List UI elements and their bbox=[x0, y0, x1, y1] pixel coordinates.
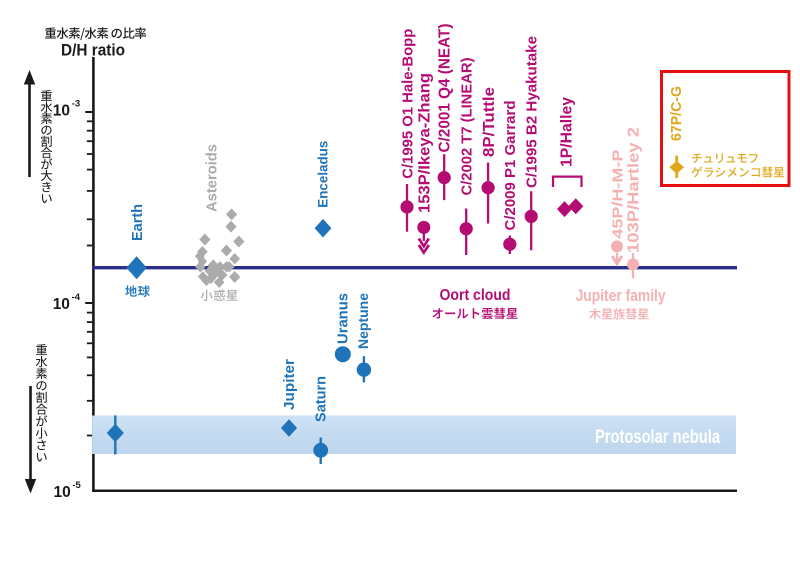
svg-text:D/H ratio: D/H ratio bbox=[61, 41, 125, 60]
svg-text:Enceladus: Enceladus bbox=[314, 140, 330, 207]
svg-text:Jupiter: Jupiter bbox=[281, 359, 298, 410]
svg-text:10: 10 bbox=[54, 484, 71, 501]
svg-text:C/2002 T7 (LINEAR): C/2002 T7 (LINEAR) bbox=[459, 58, 476, 196]
svg-text:45P/H-M-P: 45P/H-M-P bbox=[609, 150, 626, 239]
svg-text:1P/Halley: 1P/Halley bbox=[559, 97, 576, 167]
svg-text:C/1995 O1 Hale-Bopp: C/1995 O1 Hale-Bopp bbox=[399, 29, 416, 179]
svg-text:Asteroids: Asteroids bbox=[204, 144, 221, 212]
svg-text:103P/Hartley 2: 103P/Hartley 2 bbox=[626, 127, 643, 253]
svg-text:-3: -3 bbox=[72, 99, 80, 110]
svg-text:Uranus: Uranus bbox=[335, 293, 352, 344]
svg-text:-5: -5 bbox=[72, 480, 81, 491]
svg-text:153P/Ikeya-Zhang: 153P/Ikeya-Zhang bbox=[417, 73, 434, 213]
svg-text:Jupiter family: Jupiter family bbox=[576, 286, 666, 305]
svg-text:C/2001 Q4 (NEAT): C/2001 Q4 (NEAT) bbox=[437, 24, 454, 153]
svg-text:-4: -4 bbox=[72, 292, 81, 303]
svg-text:C/1995 B2 Hyakutake: C/1995 B2 Hyakutake bbox=[524, 36, 541, 188]
svg-text:10: 10 bbox=[53, 103, 70, 120]
svg-text:8P/Tuttle: 8P/Tuttle bbox=[481, 87, 498, 157]
svg-text:Protosolar nebula: Protosolar nebula bbox=[595, 427, 720, 448]
svg-text:Neptune: Neptune bbox=[355, 293, 371, 349]
svg-text:Earth: Earth bbox=[130, 204, 146, 241]
svg-text:10: 10 bbox=[53, 296, 70, 313]
svg-text:Saturn: Saturn bbox=[314, 376, 330, 422]
svg-text:67P/C-G: 67P/C-G bbox=[669, 86, 685, 141]
svg-text:Oort cloud: Oort cloud bbox=[440, 287, 511, 304]
svg-text:C/2009 P1 Garrard: C/2009 P1 Garrard bbox=[502, 101, 519, 231]
